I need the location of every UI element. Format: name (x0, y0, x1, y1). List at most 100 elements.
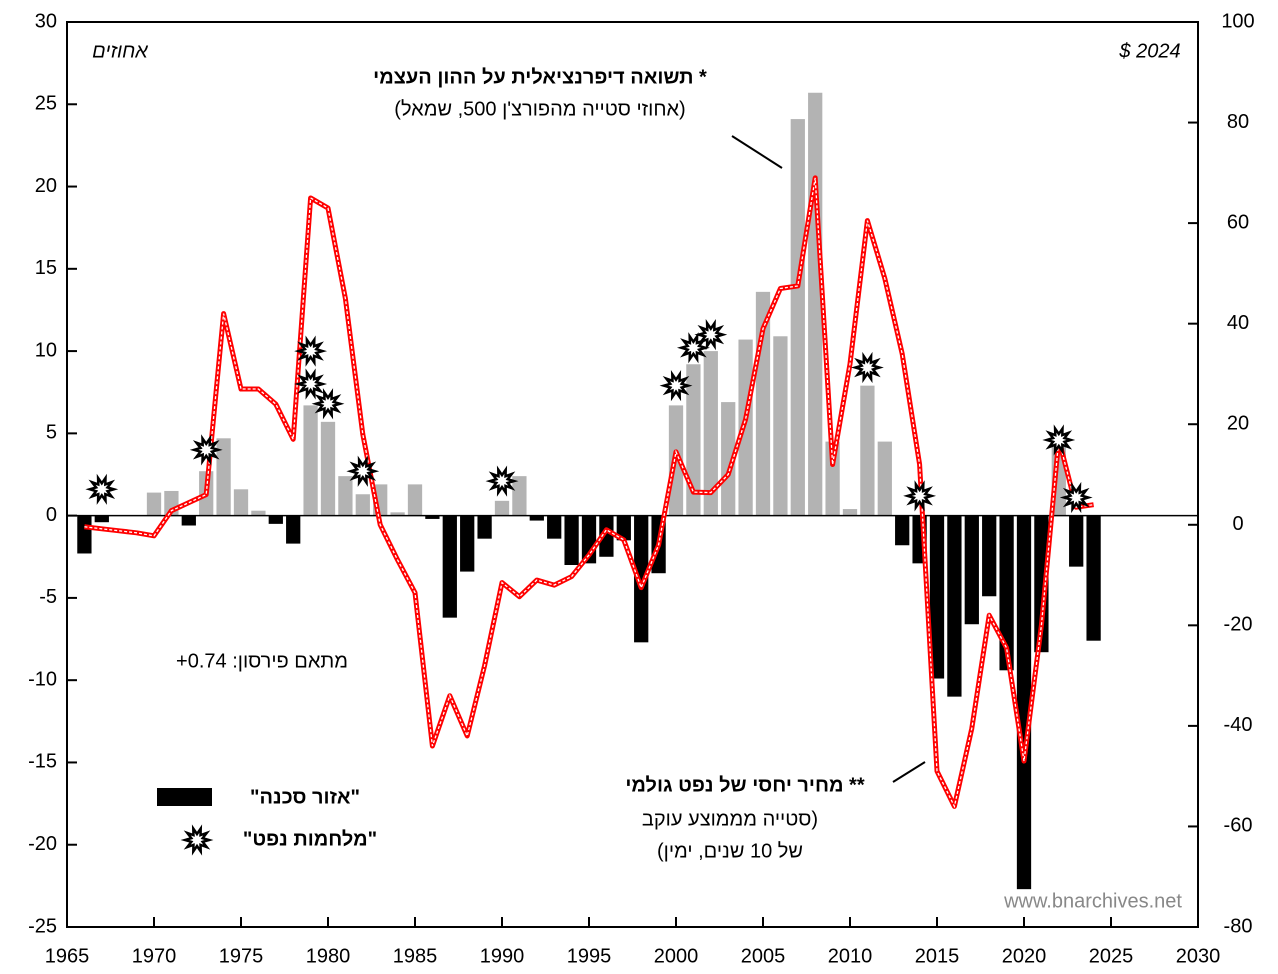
y-tick-label: -10 (28, 668, 57, 690)
bar (564, 515, 579, 565)
legend-swatch (157, 788, 212, 806)
bar (825, 441, 840, 516)
x-tick-label: 2005 (741, 945, 786, 967)
bar (599, 515, 614, 557)
bar (964, 515, 979, 625)
bar (808, 92, 823, 516)
bar (703, 351, 718, 516)
bar (982, 515, 997, 597)
oil-war-marker (903, 480, 937, 512)
oil-war-marker (694, 319, 728, 351)
oil-war-marker (346, 455, 380, 487)
bar (233, 489, 249, 516)
x-tick-label: 1965 (45, 945, 90, 967)
bar (547, 515, 562, 539)
bar (529, 515, 544, 521)
bar (738, 339, 753, 516)
y2-tick-label: -20 (1224, 614, 1253, 636)
y-tick-label: 5 (46, 422, 57, 444)
right-unit: $ 2024 (1118, 40, 1180, 62)
y-tick-label: 20 (35, 175, 57, 197)
x-tick-label: 2000 (654, 945, 699, 967)
y-tick-label: 10 (35, 339, 57, 361)
annotation-pointer (892, 761, 926, 783)
bar (860, 385, 875, 516)
x-tick-label: 2030 (1176, 945, 1221, 967)
y2-tick-label: 100 (1221, 10, 1254, 32)
bar (721, 402, 736, 516)
oil-war-marker (294, 368, 328, 400)
y2-tick-label: 0 (1232, 513, 1243, 535)
bar (634, 515, 649, 643)
y-tick-label: -5 (39, 586, 57, 608)
bar (407, 484, 423, 516)
legend-label: "אזור סכנה" (250, 786, 360, 808)
annotation-title: ** מחיר יחסי של נפט גולמי (625, 774, 864, 796)
annotation-pointer (731, 135, 783, 169)
bar (1034, 515, 1049, 653)
x-tick-label: 2010 (828, 945, 873, 967)
bar (181, 515, 196, 526)
y2-tick-label: 60 (1227, 211, 1249, 233)
bar (895, 515, 910, 546)
bar (425, 515, 440, 519)
legend-marker (180, 824, 214, 856)
y2-tick-label: -60 (1224, 815, 1253, 837)
oil-war-marker (311, 388, 345, 420)
bar (94, 515, 109, 523)
annotation-sub: (סטייה מממוצע עוקב (642, 808, 818, 830)
x-tick-label: 2025 (1089, 945, 1134, 967)
y-tick-label: 25 (35, 93, 57, 115)
x-tick-label: 2015 (915, 945, 960, 967)
correlation: מתאם פירסון: 0.74+ (176, 650, 348, 672)
bar (303, 405, 318, 516)
annotation-sub: (אחוזי סטייה מהפורצ'ן 500, שמאל) (394, 98, 685, 120)
bar (877, 441, 892, 516)
bar (477, 515, 492, 539)
bar (320, 421, 336, 516)
y2-tick-label: 80 (1227, 111, 1249, 133)
watermark: www.bnarchives.net (1003, 890, 1182, 912)
oil-war-marker (189, 434, 223, 466)
y2-tick-label: 20 (1227, 413, 1249, 435)
oil-war-marker (1059, 481, 1093, 514)
bar (842, 509, 858, 516)
x-tick-label: 1995 (567, 945, 612, 967)
x-tick-label: 1990 (480, 945, 525, 967)
oil-war-marker (659, 370, 693, 402)
oil-war-marker (294, 335, 328, 367)
bar (616, 515, 631, 541)
x-tick-label: 1980 (306, 945, 351, 967)
oil-war-marker (85, 473, 119, 505)
bar (1069, 515, 1084, 567)
bar (268, 515, 283, 524)
oil-war-marker (1042, 424, 1076, 456)
x-tick-label: 1985 (393, 945, 438, 967)
bar (286, 515, 301, 544)
oil-line-inner (84, 177, 1094, 809)
oil-war-marker (850, 351, 884, 384)
y-tick-label: 0 (46, 504, 57, 526)
bar (999, 515, 1014, 671)
x-tick-label: 2020 (1002, 945, 1047, 967)
bar (512, 476, 527, 516)
y2-tick-label: -40 (1224, 714, 1253, 736)
bar (494, 500, 510, 516)
legend-label: "מלחמות נפט" (243, 828, 377, 850)
bar (929, 515, 945, 679)
x-tick-label: 1975 (219, 945, 264, 967)
bar (146, 492, 162, 516)
bar (338, 476, 353, 516)
bar (442, 515, 457, 618)
annotation-title: * תשואה דיפרנציאלית על ההון העצמי (373, 66, 707, 88)
bar (460, 515, 475, 572)
bar (947, 515, 962, 697)
bar (355, 494, 370, 516)
bar (390, 512, 405, 516)
x-tick-label: 1970 (132, 945, 177, 967)
bar (251, 510, 266, 516)
bar (1016, 515, 1032, 890)
y-tick-label: 30 (35, 10, 57, 32)
